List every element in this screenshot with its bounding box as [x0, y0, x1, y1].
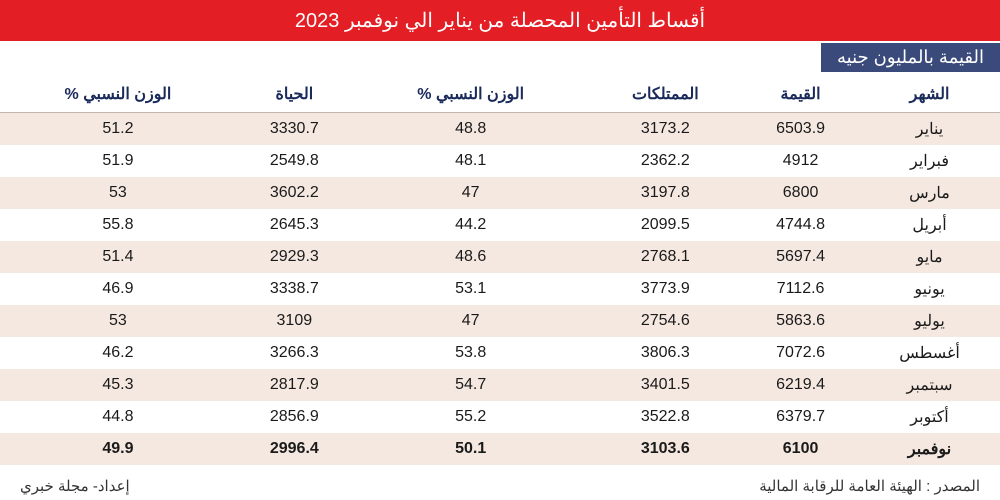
table-row: يونيو7112.63773.953.13338.746.9	[0, 273, 1000, 305]
table-cell: 2645.3	[236, 209, 353, 241]
table-cell: 46.9	[0, 273, 236, 305]
table-cell: سبتمبر	[859, 369, 1000, 401]
table-cell: 44.2	[353, 209, 589, 241]
table-cell: 2099.5	[589, 209, 743, 241]
table-cell: 5697.4	[742, 241, 859, 273]
table-row: مايو5697.42768.148.62929.351.4	[0, 241, 1000, 273]
table-header-cell: الوزن النسبي %	[0, 76, 236, 113]
table-cell: 5863.6	[742, 305, 859, 337]
table-row: فبراير49122362.248.12549.851.9	[0, 145, 1000, 177]
table-cell: 53.8	[353, 337, 589, 369]
table-header-cell: الحياة	[236, 76, 353, 113]
table-cell: 54.7	[353, 369, 589, 401]
table-row: سبتمبر6219.43401.554.72817.945.3	[0, 369, 1000, 401]
table-cell: 50.1	[353, 433, 589, 465]
table-cell: 2362.2	[589, 145, 743, 177]
table-cell: 51.2	[0, 113, 236, 146]
table-cell: 2768.1	[589, 241, 743, 273]
table-row: نوفمبر61003103.650.12996.449.9	[0, 433, 1000, 465]
table-cell: 44.8	[0, 401, 236, 433]
table-cell: 47	[353, 177, 589, 209]
table-cell: 3103.6	[589, 433, 743, 465]
table-cell: 48.1	[353, 145, 589, 177]
table-cell: 6800	[742, 177, 859, 209]
table-cell: يوليو	[859, 305, 1000, 337]
table-cell: أغسطس	[859, 337, 1000, 369]
table-cell: 6219.4	[742, 369, 859, 401]
table-cell: 49.9	[0, 433, 236, 465]
table-cell: 3338.7	[236, 273, 353, 305]
table-cell: 3773.9	[589, 273, 743, 305]
table-cell: مايو	[859, 241, 1000, 273]
table-cell: 6100	[742, 433, 859, 465]
table-cell: 2856.9	[236, 401, 353, 433]
table-row: أغسطس7072.63806.353.83266.346.2	[0, 337, 1000, 369]
table-cell: نوفمبر	[859, 433, 1000, 465]
table-cell: 53	[0, 177, 236, 209]
table-cell: 7112.6	[742, 273, 859, 305]
table-cell: 48.8	[353, 113, 589, 146]
table-cell: فبراير	[859, 145, 1000, 177]
table-cell: 7072.6	[742, 337, 859, 369]
table-cell: 53.1	[353, 273, 589, 305]
table-cell: 3197.8	[589, 177, 743, 209]
footer-source: المصدر : الهيئة العامة للرقابة المالية	[759, 477, 980, 495]
table-cell: 48.6	[353, 241, 589, 273]
table-cell: 45.3	[0, 369, 236, 401]
table-cell: 6379.7	[742, 401, 859, 433]
table-cell: 3602.2	[236, 177, 353, 209]
subtitle: القيمة بالمليون جنيه	[821, 43, 1000, 72]
table-row: يناير6503.93173.248.83330.751.2	[0, 113, 1000, 146]
table-cell: 4744.8	[742, 209, 859, 241]
table-row: مارس68003197.8473602.253	[0, 177, 1000, 209]
table-cell: 3522.8	[589, 401, 743, 433]
table-cell: 51.4	[0, 241, 236, 273]
table-cell: 3330.7	[236, 113, 353, 146]
table-cell: 6503.9	[742, 113, 859, 146]
table-cell: 51.9	[0, 145, 236, 177]
table-cell: 3266.3	[236, 337, 353, 369]
table-cell: 4912	[742, 145, 859, 177]
table-cell: مارس	[859, 177, 1000, 209]
table-body: يناير6503.93173.248.83330.751.2فبراير491…	[0, 113, 1000, 466]
table-cell: 55.8	[0, 209, 236, 241]
subtitle-wrap: القيمة بالمليون جنيه	[0, 41, 1000, 72]
table-cell: 2549.8	[236, 145, 353, 177]
table-cell: يونيو	[859, 273, 1000, 305]
table-row: أبريل4744.82099.544.22645.355.8	[0, 209, 1000, 241]
table-cell: أبريل	[859, 209, 1000, 241]
data-table: الشهرالقيمةالممتلكاتالوزن النسبي %الحياة…	[0, 76, 1000, 465]
table-cell: 53	[0, 305, 236, 337]
table-cell: يناير	[859, 113, 1000, 146]
table-cell: 2754.6	[589, 305, 743, 337]
table-row: أكتوبر6379.73522.855.22856.944.8	[0, 401, 1000, 433]
table-cell: 2817.9	[236, 369, 353, 401]
table-cell: 2996.4	[236, 433, 353, 465]
footer: المصدر : الهيئة العامة للرقابة المالية إ…	[0, 465, 1000, 495]
table-cell: 55.2	[353, 401, 589, 433]
table-header-cell: القيمة	[742, 76, 859, 113]
table-cell: 47	[353, 305, 589, 337]
table-cell: 3806.3	[589, 337, 743, 369]
table-cell: 3173.2	[589, 113, 743, 146]
table-cell: 3109	[236, 305, 353, 337]
table-row: يوليو5863.62754.647310953	[0, 305, 1000, 337]
table-header-cell: الوزن النسبي %	[353, 76, 589, 113]
footer-prepared: إعداد- مجلة خبري	[20, 477, 130, 495]
table-cell: 2929.3	[236, 241, 353, 273]
table-cell: أكتوبر	[859, 401, 1000, 433]
table-header-cell: الممتلكات	[589, 76, 743, 113]
main-title: أقساط التأمين المحصلة من يناير الي نوفمب…	[0, 0, 1000, 41]
table-header-row: الشهرالقيمةالممتلكاتالوزن النسبي %الحياة…	[0, 76, 1000, 113]
table-cell: 46.2	[0, 337, 236, 369]
table-cell: 3401.5	[589, 369, 743, 401]
table-header-cell: الشهر	[859, 76, 1000, 113]
